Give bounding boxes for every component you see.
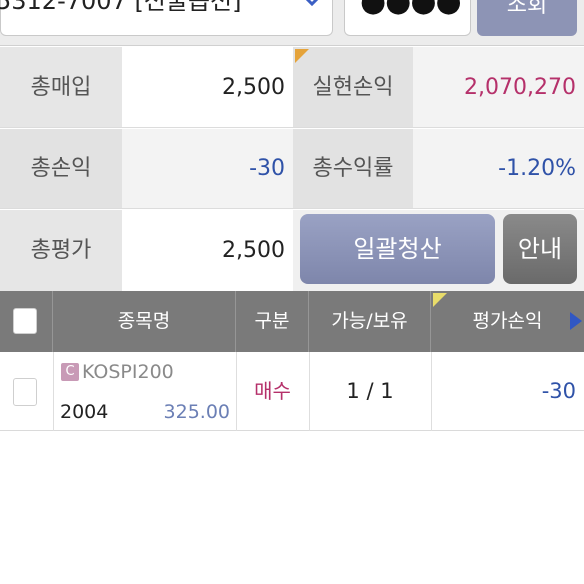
row-checkbox[interactable]: [13, 378, 37, 406]
call-option-badge: C: [61, 363, 79, 381]
total-valuation-label: 총평가: [0, 210, 122, 291]
column-header-name[interactable]: 종목명: [53, 291, 236, 352]
row-strike: 325.00: [163, 401, 230, 423]
row-series: 2004: [60, 401, 109, 423]
row-avail-hold: 1 / 1: [346, 379, 394, 403]
password-mask: ●●●●: [360, 0, 462, 19]
query-button[interactable]: 조회: [477, 0, 577, 36]
chevron-down-icon[interactable]: [300, 0, 324, 12]
note-flag-icon: [295, 49, 309, 63]
note-flag-icon: [433, 293, 447, 307]
info-button[interactable]: 안내: [503, 214, 577, 284]
column-divider: [236, 352, 237, 431]
total-return-value: -1.20%: [413, 129, 584, 209]
column-header-eval-pnl[interactable]: 평가손익: [472, 310, 543, 332]
password-field[interactable]: [344, 0, 471, 36]
scroll-right-icon[interactable]: [570, 312, 582, 330]
realized-pnl-label: 실현손익: [293, 47, 413, 128]
column-header-side[interactable]: 구분: [236, 291, 309, 352]
table-row[interactable]: [0, 352, 584, 431]
total-pnl-label: 총손익: [0, 129, 122, 209]
realized-pnl-value: 2,070,270: [413, 47, 584, 128]
total-purchase-label: 총매입: [0, 47, 122, 128]
total-valuation-value: 2,500: [122, 210, 293, 291]
liquidate-all-button[interactable]: 일괄청산: [300, 214, 495, 284]
row-symbol: KOSPI200: [82, 361, 174, 383]
column-header-avail-hold[interactable]: 가능/보유: [309, 291, 431, 352]
column-divider: [309, 352, 310, 431]
account-select[interactable]: [0, 0, 333, 36]
total-purchase-value: 2,500: [122, 47, 293, 128]
total-return-label: 총수익률: [293, 129, 413, 209]
table-header: [0, 291, 584, 352]
column-divider: [53, 352, 54, 431]
total-pnl-value: -30: [122, 129, 293, 209]
select-all-checkbox[interactable]: [13, 308, 37, 334]
select-all-cell: [0, 291, 53, 352]
row-side: 매수: [254, 379, 291, 403]
column-divider: [431, 352, 432, 431]
account-label: 5312-7007 [선물옵션]: [0, 0, 242, 15]
row-eval-pnl: -30: [541, 379, 576, 403]
